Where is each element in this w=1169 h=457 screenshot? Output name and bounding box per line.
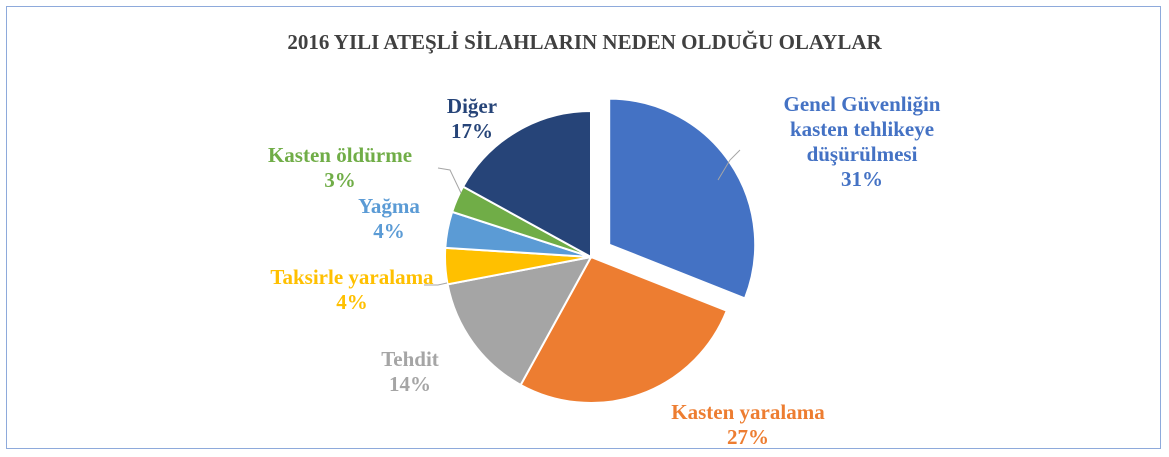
category-label: Diğer xyxy=(446,94,498,118)
category-label: Yağma xyxy=(358,194,420,218)
chart-frame xyxy=(6,6,1161,449)
value-label: 4% xyxy=(373,219,405,243)
leader-line xyxy=(717,149,741,181)
data-label: Kasten yaralama 27% xyxy=(548,400,948,450)
data-label: Diğer 17% xyxy=(372,94,572,144)
value-label: 14% xyxy=(389,372,431,396)
data-label: Genel Güvenliğin kasten tehlikeye düşürü… xyxy=(752,92,972,192)
value-label: 31% xyxy=(841,167,883,191)
data-label: Taksirle yaralama 4% xyxy=(222,265,482,315)
pie-slice xyxy=(519,255,729,404)
chart-title: 2016 YILI ATEŞLİ SİLAHLARIN NEDEN OLDUĞU… xyxy=(287,30,882,54)
value-label: 4% xyxy=(336,290,368,314)
pie-slice xyxy=(446,255,593,387)
category-label: Genel Güvenliğin kasten tehlikeye düşürü… xyxy=(783,92,941,166)
category-label: Taksirle yaralama xyxy=(270,265,434,289)
leader-line xyxy=(424,282,448,286)
value-label: 17% xyxy=(451,119,493,143)
value-label: 27% xyxy=(727,425,769,449)
category-label: Tehdit xyxy=(381,347,439,371)
data-label: Kasten öldürme 3% xyxy=(210,143,470,193)
value-label: 3% xyxy=(324,168,356,192)
data-label: Yağma 4% xyxy=(289,194,489,244)
pie-slice xyxy=(608,97,757,300)
category-label: Kasten öldürme xyxy=(267,143,413,167)
data-label: Tehdit 14% xyxy=(310,347,510,397)
pie-slice xyxy=(461,109,592,259)
category-label: Kasten yaralama xyxy=(671,400,825,424)
leader-line xyxy=(437,167,462,194)
